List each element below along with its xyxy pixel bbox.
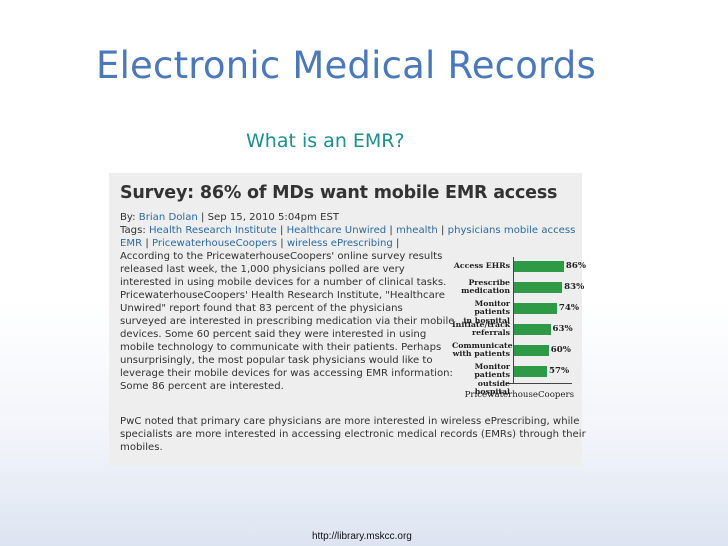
chart-bar xyxy=(514,344,549,356)
byline-date: | Sep 15, 2010 5:04pm EST xyxy=(197,212,340,223)
chart-bar xyxy=(514,281,563,293)
chart-value-label: 57% xyxy=(549,365,570,376)
article: Survey: 86% of MDs want mobile EMR acces… xyxy=(120,183,586,453)
tag-link[interactable]: Health Research Institute xyxy=(148,225,277,236)
article-screenshot-panel xyxy=(109,173,582,466)
tag-separator: | xyxy=(142,238,152,249)
chart-value-label: 63% xyxy=(552,323,573,334)
article-byline: By: Brian Dolan | Sep 15, 2010 5:04pm ES… xyxy=(120,211,572,224)
chart-category-label: Access EHRs xyxy=(453,260,510,270)
tags-prefix: Tags: xyxy=(120,225,149,236)
tag-separator: | xyxy=(386,225,397,236)
tags-line-1: Tags: Health Research Institute | Health… xyxy=(120,224,575,237)
slide-subtitle: What is an EMR? xyxy=(246,130,405,152)
body-line: Some 86 percent are interested. xyxy=(120,381,284,392)
body-line: PricewaterhouseCoopers' Health Research … xyxy=(120,290,445,301)
chart-bar xyxy=(514,323,551,335)
article-headline: Survey: 86% of MDs want mobile EMR acces… xyxy=(120,183,558,203)
survey-bar-chart: PricewaterhouseCoopers Access EHRs 86% Pre… xyxy=(452,256,586,406)
body-line: interested in using mobile devices for a… xyxy=(120,277,447,288)
body-line: Unwired" report found that 83 percent of… xyxy=(120,303,403,314)
chart-bar xyxy=(514,260,564,272)
chart-baseline xyxy=(506,383,572,384)
tag-separator: | xyxy=(277,238,287,249)
body-line: According to the PricewaterhouseCoopers'… xyxy=(120,251,443,262)
chart-value-label: 83% xyxy=(564,281,585,292)
chart-source: PricewaterhouseCoopers xyxy=(464,390,574,400)
body-line: PwC noted that primary care physicians a… xyxy=(120,416,580,427)
chart-bar xyxy=(514,302,557,314)
body-line: mobiles. xyxy=(120,442,163,453)
body-line: devices. Some 60 percent said they were … xyxy=(120,329,427,340)
tag-separator: | xyxy=(437,225,448,236)
chart-axis xyxy=(513,257,514,383)
chart-value-label: 60% xyxy=(550,344,571,355)
byline-prefix: By: xyxy=(120,212,139,223)
body-line: leverage their mobile devices for was ac… xyxy=(120,368,453,379)
chart-category-label: Monitor patients in hospital xyxy=(463,298,510,325)
body-line: surveyed are interested in prescribing m… xyxy=(120,316,455,327)
chart-category-label: Initiate/track referrals xyxy=(452,319,511,337)
tag-separator: | xyxy=(392,238,400,249)
tag-link[interactable]: PricewaterhouseCoopers xyxy=(151,238,278,249)
tag-separator: | xyxy=(276,225,287,236)
footer-url[interactable]: http://library.mskcc.org xyxy=(312,531,412,542)
tag-link[interactable]: wireless ePrescribing xyxy=(286,238,393,249)
tag-link[interactable]: Healthcare Unwired xyxy=(286,225,387,236)
body-line: specialists are more interested in acces… xyxy=(120,429,586,440)
body-line: mobile technology to communicate with th… xyxy=(120,342,442,353)
author-link[interactable]: Brian Dolan xyxy=(138,212,198,223)
chart-category-label: Monitor patients outside hospital xyxy=(474,361,510,396)
body-line: released last week, the 1,000 physicians… xyxy=(120,264,405,275)
chart-value-label: 74% xyxy=(558,302,580,313)
chart-category-label: Prescribe medication xyxy=(461,277,510,295)
chart-bar xyxy=(514,365,548,377)
slide-title: Electronic Medical Records xyxy=(96,44,596,87)
tag-link[interactable]: physicians mobile access xyxy=(447,225,576,236)
tag-link[interactable]: EMR xyxy=(120,238,143,249)
chart-category-label: Communicate with patients xyxy=(452,340,513,358)
chart-value-label: 86% xyxy=(565,260,586,271)
article-body: According to the PricewaterhouseCoopers'… xyxy=(120,250,455,393)
article-second-paragraph: PwC noted that primary care physicians a… xyxy=(120,415,586,454)
body-line: unsurprisingly, the most popular task ph… xyxy=(120,355,433,366)
tags-line-2: EMR | PricewaterhouseCoopers | wireless … xyxy=(120,237,572,250)
tag-link[interactable]: mhealth xyxy=(396,225,438,236)
